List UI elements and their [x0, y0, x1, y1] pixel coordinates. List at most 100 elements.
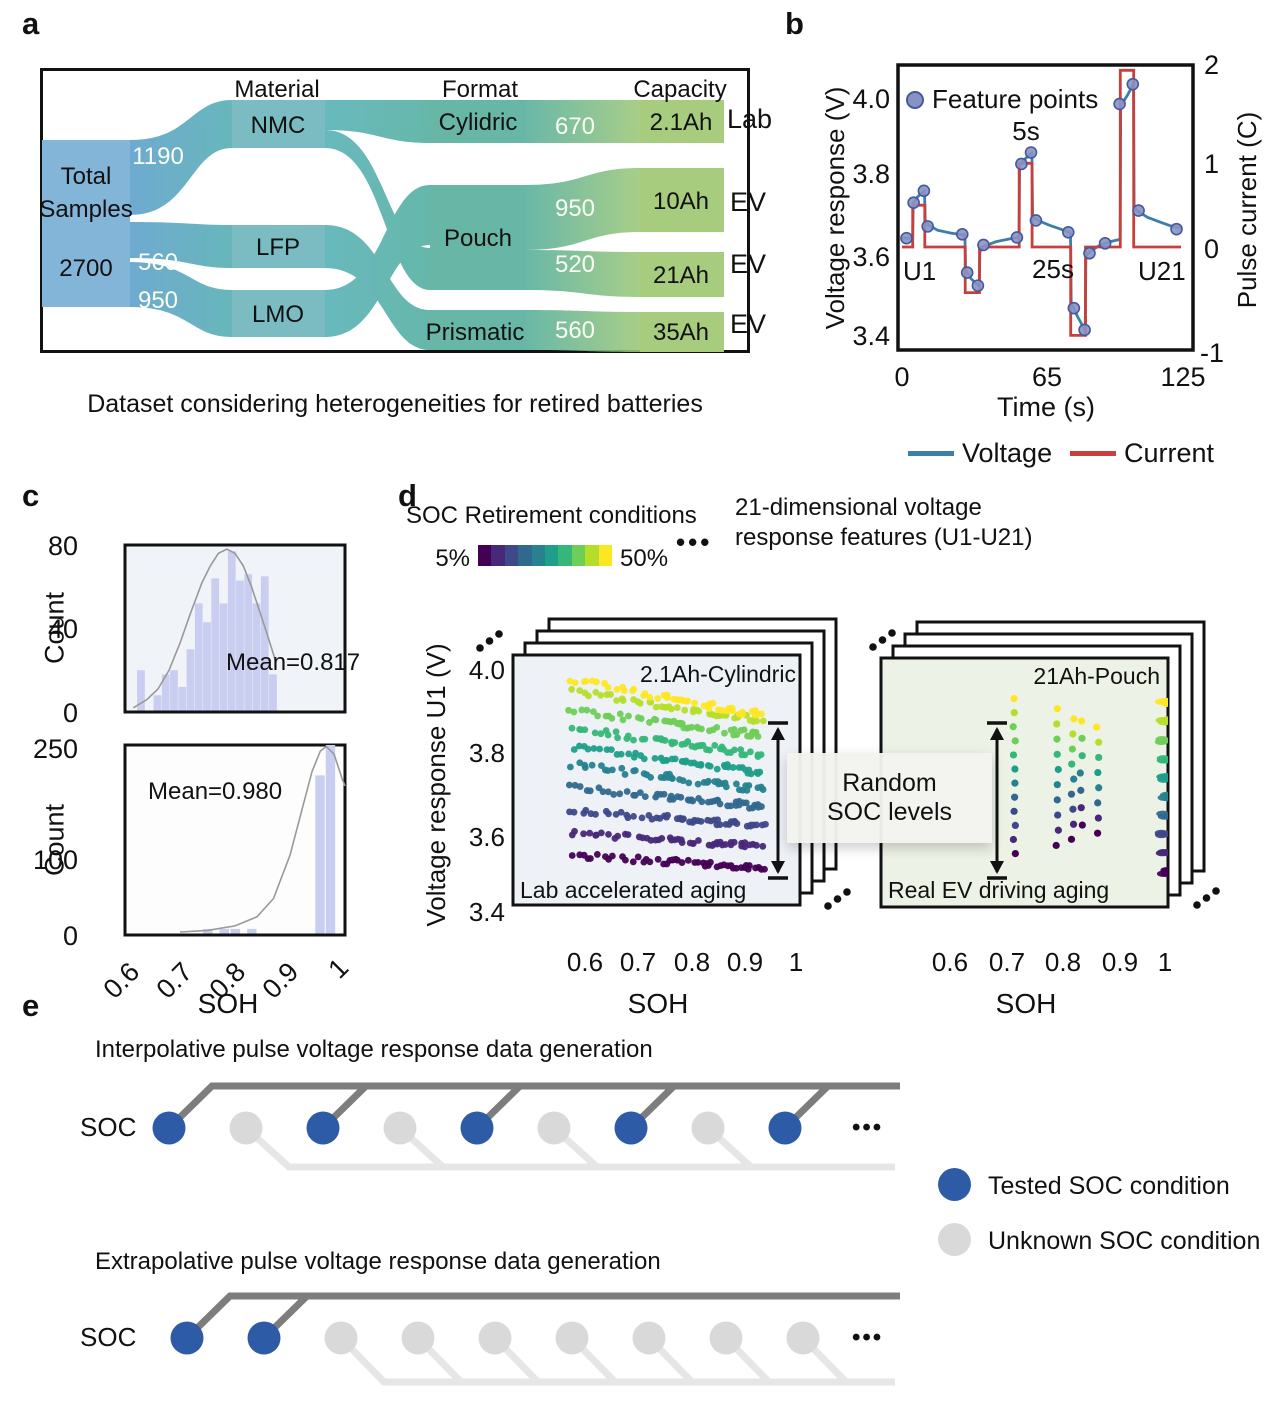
scatter-dot: [1011, 779, 1019, 787]
scatter-dot: [634, 853, 642, 861]
scatter-dot: [716, 821, 724, 829]
random-soc-line1: Random: [842, 769, 937, 797]
feature-point: [1078, 323, 1091, 337]
scatter-dot: [1011, 737, 1019, 745]
feature-point: [900, 231, 913, 245]
dest-ev-2: EV: [730, 249, 767, 279]
scatter-dot: [584, 745, 592, 753]
scatter-dot: [746, 748, 754, 756]
scatter-dot: [671, 755, 679, 763]
flow-prismatic-35ah: [525, 310, 640, 352]
e-dots-bottom: •••: [852, 1324, 884, 1351]
ellipsis-dot: [476, 644, 484, 652]
unknown-soc-circle: [401, 1321, 435, 1355]
scatter-dot: [1094, 799, 1102, 807]
colorbar-segment: [558, 545, 572, 566]
scatter-ev-points: [1009, 694, 1168, 877]
scatter-dot: [658, 834, 666, 842]
d-ytick-40: 4.0: [468, 655, 505, 685]
node-pouch: [430, 185, 525, 290]
scatter-dot: [733, 731, 741, 739]
feature-point: [1098, 237, 1112, 250]
scatter-dot: [1069, 820, 1078, 828]
scatter-dot: [1067, 790, 1076, 798]
e-soc-label-bottom: SOC: [80, 1322, 137, 1352]
colorbar-segment: [491, 545, 505, 566]
ellipsis-dot: [485, 637, 494, 645]
hist-top-bar: [219, 603, 228, 711]
scatter-dot: [588, 761, 596, 769]
tested-soc-circle: [247, 1321, 281, 1355]
scatter-dot: [613, 697, 620, 704]
scatter-dot: [688, 723, 696, 731]
panel-a-letter: a: [22, 6, 40, 41]
d-left-xtick-2: 0.8: [673, 947, 711, 977]
scatter-dot: [758, 803, 765, 810]
scatter-dot: [667, 705, 675, 713]
cluster-blob: [1154, 831, 1168, 839]
scatter-dot: [571, 781, 579, 789]
feature-point: [1015, 157, 1028, 171]
colorbar-segment: [518, 545, 532, 566]
scatter-dot: [663, 757, 671, 764]
scatter-dot: [1078, 752, 1086, 760]
feature-point: [1170, 222, 1183, 236]
node-lmo: [232, 290, 325, 337]
unknown-soc-circle: [229, 1111, 263, 1145]
scatter-dot: [576, 783, 584, 790]
feature-point: [1010, 231, 1024, 244]
scatter-dot: [678, 816, 686, 823]
scatter-dot: [636, 699, 644, 707]
scatter-dot: [1093, 723, 1101, 731]
random-soc-box: Random SOC levels: [787, 753, 992, 843]
d-left-xtick-4: 1: [788, 947, 804, 977]
unknown-soc-circle: [537, 1111, 571, 1145]
scatter-dot: [1094, 768, 1102, 777]
scatter-dot: [597, 730, 605, 738]
scatter-dot: [592, 678, 600, 686]
scatter-dot: [652, 703, 660, 711]
scatter-dot: [592, 688, 600, 696]
scatter-dot: [568, 852, 576, 859]
node-cap-21: [640, 100, 724, 143]
scatter-dot: [619, 697, 627, 704]
scatter-dot: [721, 729, 728, 737]
scatter-dot: [646, 694, 654, 701]
scatter-dot: [1053, 796, 1061, 804]
scatter-dot: [604, 788, 612, 796]
scatter-dot: [632, 749, 639, 757]
scatter-dot: [754, 733, 762, 740]
scatter-dot: [594, 712, 601, 720]
panel-a-caption: Dataset considering heterogeneities for …: [87, 390, 703, 418]
d-right-xtick-1: 0.7: [988, 947, 1026, 977]
scatter-dot: [733, 820, 741, 828]
scatter-dot: [698, 798, 706, 806]
scatter-dot: [681, 706, 689, 714]
hist-bottom-bar: [325, 745, 336, 934]
scatter-dot: [691, 699, 698, 707]
ellipsis-dot: [1202, 894, 1211, 902]
scatter-dot: [694, 858, 702, 866]
random-soc-line2: SOC levels: [826, 798, 953, 826]
feature-point: [1126, 77, 1140, 91]
scatter-dot: [631, 791, 639, 799]
scatter-dot: [707, 710, 715, 718]
scatter-dot: [565, 781, 573, 789]
scatter-dot: [645, 719, 653, 726]
ellipsis-dot: [888, 629, 896, 637]
scatter-dot: [1009, 835, 1017, 844]
scatter-lab-points: [565, 677, 769, 873]
scatter-dot: [605, 830, 612, 838]
flow-value-560: 560: [137, 249, 179, 276]
scatter-dot: [707, 858, 714, 866]
scatter-dot: [604, 684, 612, 691]
b-y2tick-3: -1: [1200, 338, 1225, 368]
node-prismatic: [430, 310, 525, 350]
scatter-dot: [604, 731, 612, 739]
c-bot-ytick-250: 250: [32, 734, 78, 764]
scatter-dot: [731, 746, 738, 754]
scatter-dot: [581, 726, 589, 734]
flow-total-lfp: [130, 222, 232, 268]
e-soc-label-top: SOC: [80, 1112, 137, 1142]
